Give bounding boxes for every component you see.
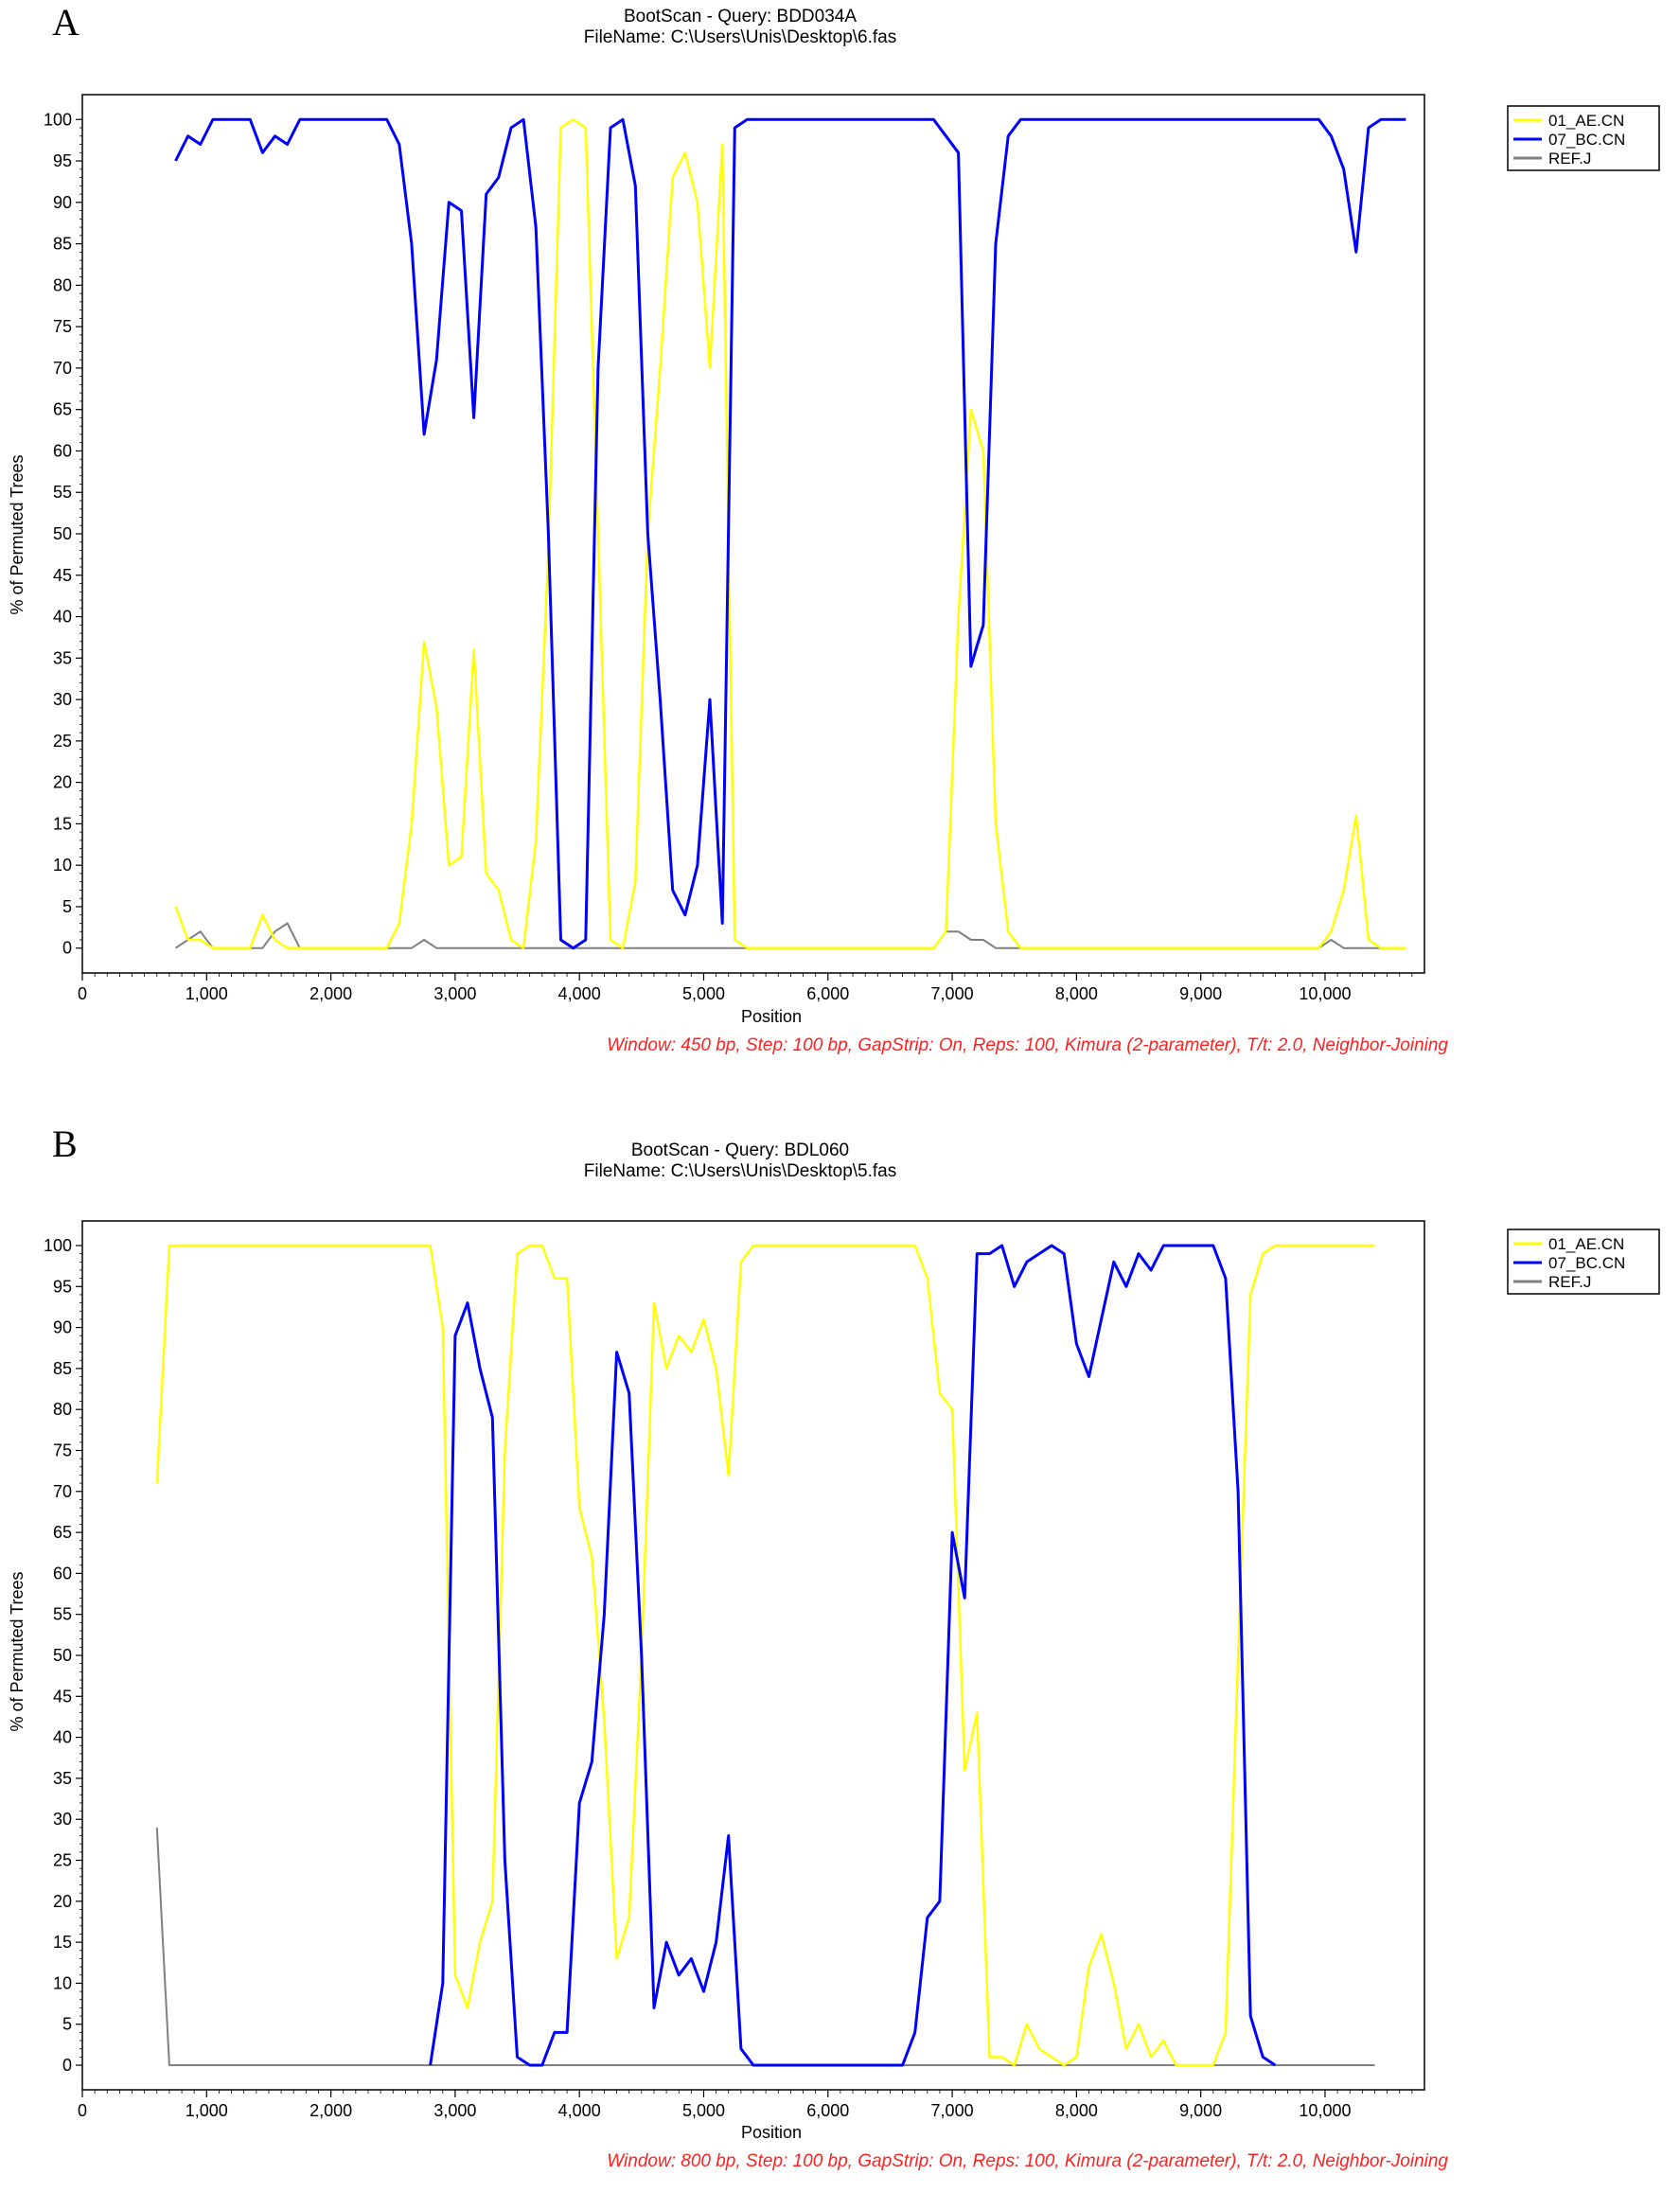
x-tick-label: 5,000	[682, 2101, 725, 2120]
y-tick-label: 65	[53, 1523, 72, 1542]
y-tick-label: 40	[53, 1728, 72, 1747]
y-tick-label: 70	[53, 1482, 72, 1501]
panel-b: B BootScan - Query: BDL060 FileName: C:\…	[0, 1122, 1680, 2210]
legend-label-ref-j: REF.J	[1548, 150, 1591, 168]
bootscan-chart: BootScan - Query: BDD034A FileName: C:\U…	[8, 7, 1660, 1055]
y-tick-label: 35	[53, 1769, 72, 1788]
plot-area	[81, 1220, 1425, 2091]
y-tick-label: 0	[62, 939, 72, 958]
series-line-01-ae-cn	[155, 1244, 1375, 2067]
y-tick-label: 15	[53, 814, 72, 833]
y-tick-label: 90	[53, 193, 72, 212]
y-tick-label: 25	[53, 1851, 72, 1870]
series-line-01-ae-cn	[174, 118, 1406, 949]
y-tick-label: 60	[53, 441, 72, 460]
chart-subtitle: FileName: C:\Users\Unis\Desktop\5.fas	[584, 1161, 897, 1181]
y-tick-label: 20	[53, 1892, 72, 1911]
series-line-07-bc-cn	[429, 1244, 1277, 2067]
y-tick-label: 50	[53, 524, 72, 543]
y-tick-label: 10	[53, 856, 72, 875]
y-tick-label: 100	[44, 1236, 72, 1255]
axis-ticks: 0 5 10 15 20 25 30 35 40 45 50 55 60 65 70 75 80 85 90 95 10…	[44, 1236, 1413, 2120]
y-tick-label: 50	[53, 1646, 72, 1665]
x-tick-label: 0	[78, 984, 87, 1003]
legend-label-07-bc-cn: 07_BC.CN	[1548, 1254, 1625, 1272]
x-tick-label: 8,000	[1055, 984, 1098, 1003]
x-tick-label: 5,000	[682, 984, 725, 1003]
x-tick-label: 8,000	[1055, 2101, 1098, 2120]
panel-a: A BootScan - Query: BDD034A FileName: C:…	[0, 0, 1680, 1088]
x-tick-label: 3,000	[433, 984, 476, 1003]
x-tick-label: 10,000	[1299, 984, 1351, 1003]
plot-area	[81, 94, 1425, 974]
x-axis-label: Position	[741, 2123, 802, 2142]
series-layer	[174, 117, 1406, 950]
y-tick-label: 30	[53, 1810, 72, 1829]
series-line-07-bc-cn	[174, 117, 1406, 950]
x-tick-label: 9,000	[1179, 2101, 1222, 2120]
x-tick-label: 0	[78, 2101, 87, 2120]
x-tick-label: 2,000	[309, 984, 352, 1003]
y-tick-label: 5	[62, 2015, 72, 2034]
legend: 01_AE.CN 07_BC.CN REF.J	[1507, 1229, 1660, 1295]
y-tick-label: 25	[53, 732, 72, 751]
y-tick-label: 30	[53, 690, 72, 709]
x-tick-label: 7,000	[931, 984, 974, 1003]
x-tick-label: 4,000	[558, 2101, 601, 2120]
y-tick-label: 40	[53, 608, 72, 627]
y-tick-label: 10	[53, 1973, 72, 1992]
legend-label-07-bc-cn: 07_BC.CN	[1548, 131, 1625, 149]
y-tick-label: 55	[53, 1605, 72, 1624]
y-tick-label: 80	[53, 1400, 72, 1419]
chart-title: BootScan - Query: BDL060	[631, 1140, 849, 1160]
y-tick-label: 95	[53, 1277, 72, 1296]
x-tick-label: 9,000	[1179, 984, 1222, 1003]
x-tick-label: 1,000	[186, 984, 228, 1003]
y-tick-label: 75	[53, 1441, 72, 1459]
y-tick-label: 20	[53, 773, 72, 792]
x-tick-label: 3,000	[433, 2101, 476, 2120]
x-tick-label: 6,000	[806, 2101, 849, 2120]
settings-text: Window: 800 bp, Step: 100 bp, GapStrip: …	[607, 2151, 1448, 2171]
x-tick-label: 2,000	[309, 2101, 352, 2120]
panel-label: B	[52, 1123, 78, 1165]
legend-label-ref-j: REF.J	[1548, 1273, 1591, 1291]
y-tick-label: 15	[53, 1933, 72, 1952]
y-tick-label: 100	[44, 110, 72, 129]
y-tick-label: 35	[53, 648, 72, 667]
x-tick-label: 1,000	[186, 2101, 228, 2120]
y-tick-label: 0	[62, 2056, 72, 2075]
series-layer	[155, 1244, 1375, 2067]
y-axis-label: % of Permuted Trees	[8, 454, 27, 614]
y-tick-label: 45	[53, 566, 72, 585]
y-tick-label: 55	[53, 483, 72, 502]
y-tick-label: 95	[53, 151, 72, 170]
y-tick-label: 60	[53, 1564, 72, 1582]
y-tick-label: 70	[53, 359, 72, 378]
panel-label: A	[52, 1, 80, 44]
x-tick-label: 7,000	[931, 2101, 974, 2120]
x-axis-label: Position	[741, 1007, 802, 1026]
settings-text: Window: 450 bp, Step: 100 bp, GapStrip: …	[607, 1035, 1448, 1055]
y-tick-label: 90	[53, 1318, 72, 1337]
y-tick-label: 45	[53, 1687, 72, 1706]
legend: 01_AE.CN 07_BC.CN REF.J	[1507, 105, 1660, 171]
axis-ticks: 0 5 10 15 20 25 30 35 40 45 50 55 60 65 70 75 80 85 90 95 10…	[44, 110, 1413, 1003]
y-axis-label: % of Permuted Trees	[8, 1571, 27, 1731]
chart-title: BootScan - Query: BDD034A	[624, 7, 857, 27]
chart-subtitle: FileName: C:\Users\Unis\Desktop\6.fas	[584, 27, 897, 47]
y-tick-label: 85	[53, 235, 72, 254]
y-tick-label: 85	[53, 1359, 72, 1378]
legend-label-01-ae-cn: 01_AE.CN	[1548, 112, 1624, 130]
legend-label-01-ae-cn: 01_AE.CN	[1548, 1235, 1624, 1253]
x-tick-label: 6,000	[806, 984, 849, 1003]
bootscan-chart: BootScan - Query: BDL060 FileName: C:\Us…	[8, 1140, 1660, 2171]
y-tick-label: 75	[53, 317, 72, 336]
y-tick-label: 5	[62, 897, 72, 916]
x-tick-label: 10,000	[1299, 2101, 1351, 2120]
x-tick-label: 4,000	[558, 984, 601, 1003]
y-tick-label: 65	[53, 400, 72, 419]
y-tick-label: 80	[53, 275, 72, 294]
